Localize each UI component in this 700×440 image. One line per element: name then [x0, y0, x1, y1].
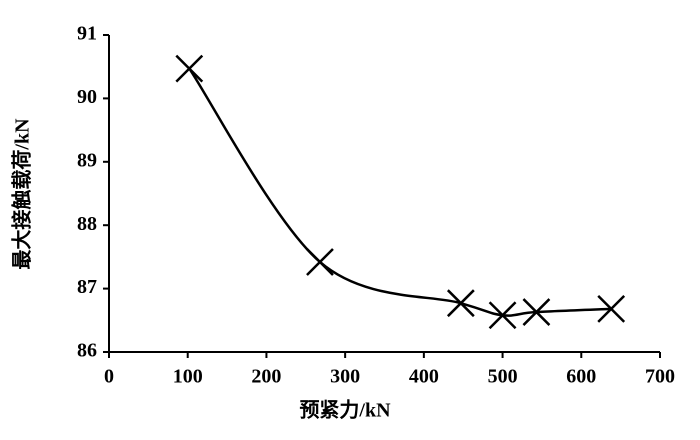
marker [522, 298, 551, 326]
x-tick-label: 200 [251, 366, 281, 388]
y-axis-label: 最大接触载荷/kN [10, 118, 34, 270]
x-axis-label: 预紧力/kN [299, 399, 391, 422]
x-tick-label: 600 [566, 366, 596, 388]
y-tick-label: 90 [77, 86, 97, 108]
marker [488, 301, 517, 330]
x-tick-label: 400 [409, 366, 439, 388]
x-tick-label: 500 [488, 366, 518, 388]
y-tick-label: 86 [77, 340, 97, 362]
x-tick-label: 100 [173, 366, 203, 388]
marker [175, 54, 204, 83]
y-tick-label: 88 [77, 213, 97, 235]
marker [446, 289, 475, 318]
y-tick-label: 87 [77, 276, 97, 298]
x-tick-label: 0 [104, 366, 114, 388]
y-tick-label: 89 [77, 149, 97, 171]
y-tick-label: 91 [77, 23, 97, 45]
marker [306, 248, 334, 276]
x-tick-label: 700 [645, 366, 675, 388]
x-tick-label: 300 [330, 366, 360, 388]
line [188, 67, 612, 317]
marker [597, 295, 626, 323]
